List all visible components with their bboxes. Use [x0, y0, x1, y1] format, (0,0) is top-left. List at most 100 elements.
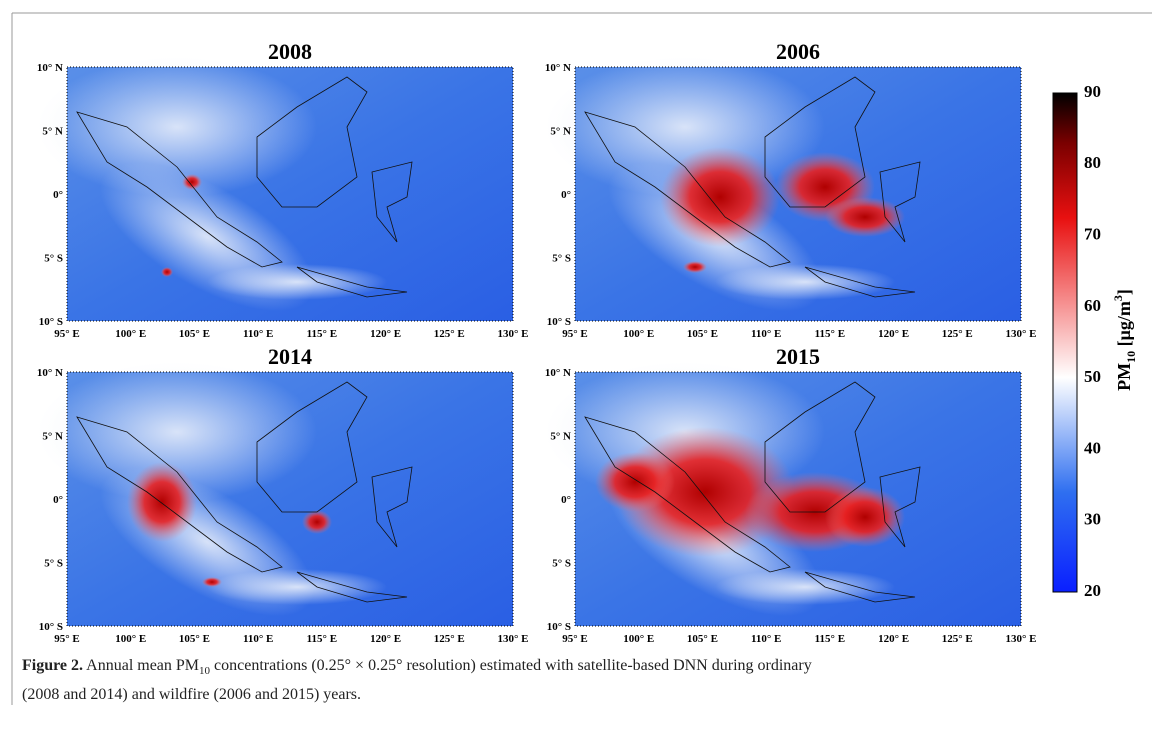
lon-tick-label: 100° E — [623, 633, 654, 645]
lat-tick-label: 0° — [53, 189, 63, 201]
colorbar-tick-label: 90 — [1084, 82, 1101, 101]
lat-tick-label: 5° N — [42, 126, 63, 138]
label-main: PM — [1114, 363, 1134, 391]
lon-tick-label: 115° E — [815, 633, 845, 645]
lat-tick-label: 0° — [561, 494, 571, 506]
lon-tick-label: 125° E — [434, 633, 465, 645]
lat-tick-label: 5° S — [44, 253, 63, 265]
map-hotspot — [825, 197, 905, 237]
lat-tick-label: 5° N — [550, 126, 571, 138]
lat-tick-label: 5° N — [42, 431, 63, 443]
label-sup: 3 — [1111, 295, 1125, 301]
caption-label: Figure 2. — [22, 657, 84, 674]
lat-tick-label: 5° S — [552, 558, 571, 570]
map-hotspot — [825, 487, 905, 547]
lon-tick-label: 130° E — [498, 633, 529, 645]
lon-tick-label: 130° E — [1006, 328, 1037, 340]
map-panel — [37, 362, 514, 627]
lon-tick-label: 125° E — [434, 328, 465, 340]
colorbar-tick-label: 20 — [1084, 581, 1101, 600]
lon-tick-label: 110° E — [243, 328, 273, 340]
map-panel — [545, 362, 1022, 627]
panel-title: 2014 — [268, 344, 312, 369]
colorbar-label: PM10 [μg/m3] — [1111, 289, 1138, 391]
lon-tick-label: 120° E — [878, 633, 909, 645]
caption-text: concentrations (0.25° × 0.25° resolution… — [214, 657, 812, 674]
lat-tick-label: 10° N — [545, 62, 571, 74]
map-hotspot — [595, 452, 675, 512]
lat-tick-label: 10° S — [547, 621, 571, 633]
map-hotspot — [660, 147, 780, 247]
coastline — [76, 381, 413, 603]
lat-tick-label: 10° N — [37, 62, 63, 74]
label-sub: 10 — [1124, 351, 1138, 363]
lon-tick-label: 115° E — [307, 633, 337, 645]
colorbar-tick-label: 30 — [1084, 510, 1101, 529]
lon-tick-label: 95° E — [562, 633, 588, 645]
lon-tick-label: 115° E — [307, 328, 337, 340]
map-hotspot — [202, 577, 222, 587]
lat-tick-label: 10° N — [37, 367, 63, 379]
map-panel — [37, 57, 514, 322]
lon-tick-label: 105° E — [179, 633, 210, 645]
lon-tick-label: 110° E — [243, 633, 273, 645]
map-shade — [715, 569, 895, 605]
map-hotspot — [683, 261, 707, 273]
coastline — [584, 381, 921, 603]
map-frame — [66, 371, 514, 627]
lon-tick-label: 105° E — [687, 633, 718, 645]
lat-tick-label: 5° N — [550, 431, 571, 443]
lon-tick-label: 120° E — [878, 328, 909, 340]
lon-tick-label: 125° E — [942, 328, 973, 340]
caption: Figure 2. Annual mean PM10 concentration… — [22, 654, 1132, 706]
map-hotspot — [302, 510, 332, 534]
colorbar-tick-label: 80 — [1084, 153, 1101, 172]
colorbar-tick-label: 60 — [1084, 296, 1101, 315]
label-unit: [μg/m — [1114, 301, 1134, 351]
caption-text: Annual mean PM — [86, 657, 200, 674]
panel-title: 2008 — [268, 39, 312, 64]
lon-tick-label: 110° E — [751, 633, 781, 645]
lon-tick-label: 120° E — [370, 328, 401, 340]
lon-tick-label: 95° E — [54, 328, 80, 340]
colorbar-tick-label: 40 — [1084, 438, 1101, 457]
lat-tick-label: 5° S — [552, 253, 571, 265]
lon-tick-label: 110° E — [751, 328, 781, 340]
map-frame — [66, 66, 514, 322]
caption-sub: 10 — [199, 665, 211, 678]
panel-title: 2015 — [776, 344, 820, 369]
lon-tick-label: 100° E — [115, 633, 146, 645]
lon-tick-label: 120° E — [370, 633, 401, 645]
panel-title: 2006 — [776, 39, 820, 64]
lat-tick-label: 10° S — [547, 316, 571, 328]
map-hotspot — [182, 174, 202, 190]
lon-tick-label: 115° E — [815, 328, 845, 340]
lon-tick-label: 95° E — [54, 633, 80, 645]
lon-tick-label: 130° E — [1006, 633, 1037, 645]
map-shade — [207, 264, 387, 300]
map-shade — [715, 264, 895, 300]
lon-tick-label: 105° E — [687, 328, 718, 340]
map-frame — [574, 371, 1022, 627]
coastline — [76, 76, 413, 298]
map-hotspot — [127, 462, 197, 542]
caption-text: (2008 and 2014) and wildfire (2006 and 2… — [22, 686, 362, 704]
map-shade — [207, 569, 387, 605]
label-close: ] — [1114, 289, 1134, 295]
map-panel — [545, 57, 1022, 322]
map-hotspot — [161, 267, 173, 277]
lat-tick-label: 10° S — [39, 316, 63, 328]
lon-tick-label: 95° E — [562, 328, 588, 340]
coastline — [584, 76, 921, 298]
lon-tick-label: 100° E — [623, 328, 654, 340]
lat-tick-label: 10° N — [545, 367, 571, 379]
lon-tick-label: 125° E — [942, 633, 973, 645]
lat-tick-label: 5° S — [44, 558, 63, 570]
colorbar-tick-label: 70 — [1084, 224, 1101, 243]
lon-tick-label: 130° E — [498, 328, 529, 340]
lat-tick-label: 0° — [53, 494, 63, 506]
colorbar — [1052, 92, 1078, 593]
lon-tick-label: 105° E — [179, 328, 210, 340]
